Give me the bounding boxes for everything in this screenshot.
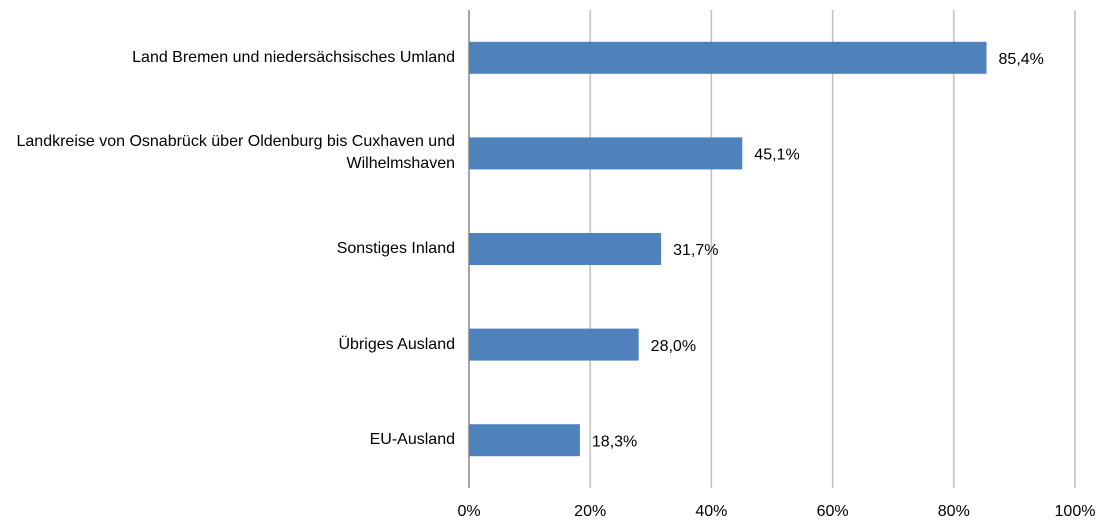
data-label: 28,0% [651, 338, 696, 355]
data-label: 45,1% [754, 147, 799, 164]
y-tick-label: Land Bremen und niedersächsisches Umland [132, 48, 455, 66]
y-tick-label: Sonstiges Inland [336, 240, 455, 257]
bar [469, 41, 987, 74]
bar [469, 424, 580, 457]
y-tick-label: Übriges Ausland [338, 335, 455, 353]
x-tick-label: 60% [817, 503, 849, 520]
bar [469, 233, 662, 265]
y-tick-label: EU-Ausland [369, 431, 455, 449]
data-label: 85,4% [999, 51, 1044, 68]
x-tick-label: 20% [574, 503, 606, 520]
x-tick-label: 0% [457, 503, 480, 520]
bar [469, 328, 639, 361]
bar [469, 137, 743, 170]
x-tick-label: 80% [938, 503, 970, 520]
y-tick-label: Landkreise von Osnabrück über Oldenburg … [16, 133, 456, 173]
data-label: 18,3% [592, 433, 637, 450]
x-tick-label: 40% [695, 503, 727, 520]
x-tick-label: 100% [1055, 503, 1096, 520]
data-label: 31,7% [673, 242, 718, 259]
